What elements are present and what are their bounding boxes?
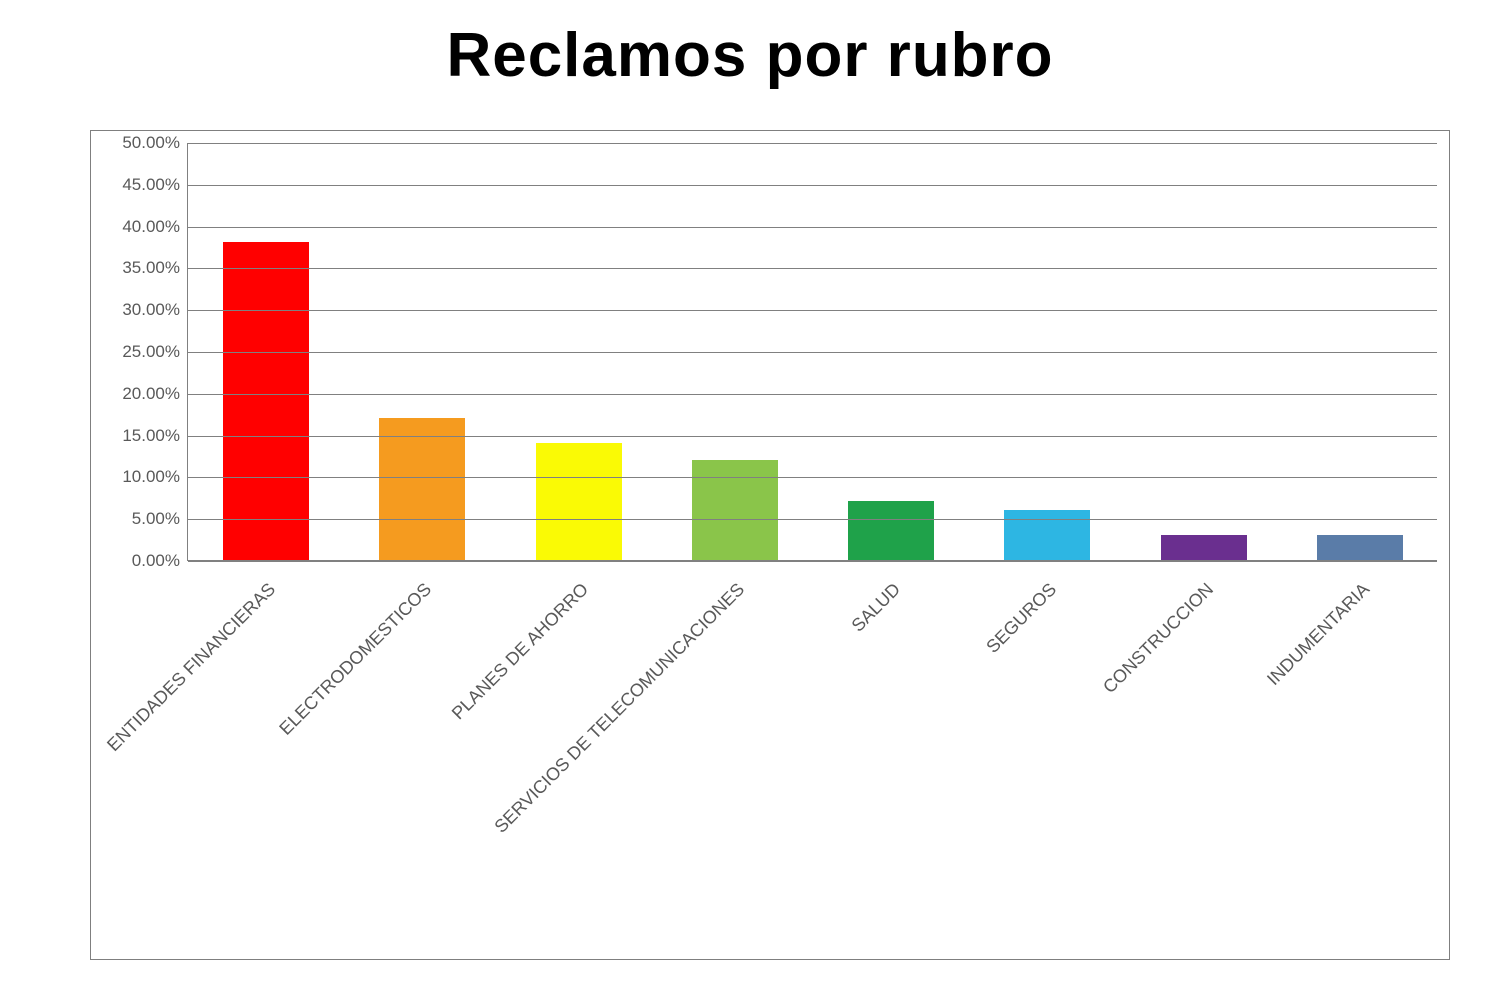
gridline <box>188 143 1437 144</box>
x-axis-labels: ENTIDADES FINANCIERASELECTRODOMESTICOSPL… <box>187 579 1437 580</box>
y-tick-label: 30.00% <box>95 300 180 320</box>
y-tick-label: 35.00% <box>95 258 180 278</box>
x-tick-label: SEGUROS <box>983 579 1062 658</box>
bar <box>536 443 622 560</box>
x-tick-label: INDUMENTARIA <box>1263 579 1374 690</box>
x-tick-label: ELECTRODOMESTICOS <box>276 579 437 740</box>
x-tick-label: PLANES DE AHORRO <box>447 579 592 724</box>
gridline <box>188 268 1437 269</box>
y-tick-label: 15.00% <box>95 426 180 446</box>
gridline <box>188 561 1437 562</box>
bar <box>692 460 778 560</box>
gridline <box>188 477 1437 478</box>
gridline <box>188 185 1437 186</box>
x-tick-label: SERVICIOS DE TELECOMUNICACIONES <box>490 579 748 837</box>
page: Reclamos por rubro 0.00% 5.00% 10.00% 15.00… <box>0 0 1500 1003</box>
plot-area: 0.00%5.00%10.00%15.00%20.00%25.00%30.00%… <box>187 143 1437 561</box>
y-tick-label: 20.00% <box>95 384 180 404</box>
chart-outer-frame: 0.00% 5.00% 10.00% 15.00% 20.00% 25.00% 30.00%… <box>90 130 1450 960</box>
bar <box>1317 535 1403 560</box>
x-tick-label: CONSTRUCCION <box>1099 579 1218 698</box>
gridline <box>188 519 1437 520</box>
gridline <box>188 310 1437 311</box>
gridline <box>188 394 1437 395</box>
gridline <box>188 227 1437 228</box>
bar <box>848 501 934 560</box>
y-tick-label: 0.00% <box>95 551 180 571</box>
y-tick-label: 40.00% <box>95 217 180 237</box>
bar <box>223 242 309 560</box>
gridline <box>188 352 1437 353</box>
chart-title: Reclamos por rubro <box>0 0 1500 91</box>
x-tick-label: ENTIDADES FINANCIERAS <box>103 579 280 756</box>
bar <box>1161 535 1247 560</box>
y-tick-label: 5.00% <box>95 509 180 529</box>
gridline <box>188 436 1437 437</box>
bar <box>379 418 465 560</box>
y-tick-label: 50.00% <box>95 133 180 153</box>
y-tick-label: 45.00% <box>95 175 180 195</box>
bar <box>1004 510 1090 560</box>
y-tick-label: 10.00% <box>95 467 180 487</box>
y-tick-label: 25.00% <box>95 342 180 362</box>
x-tick-label: SALUD <box>848 579 905 636</box>
